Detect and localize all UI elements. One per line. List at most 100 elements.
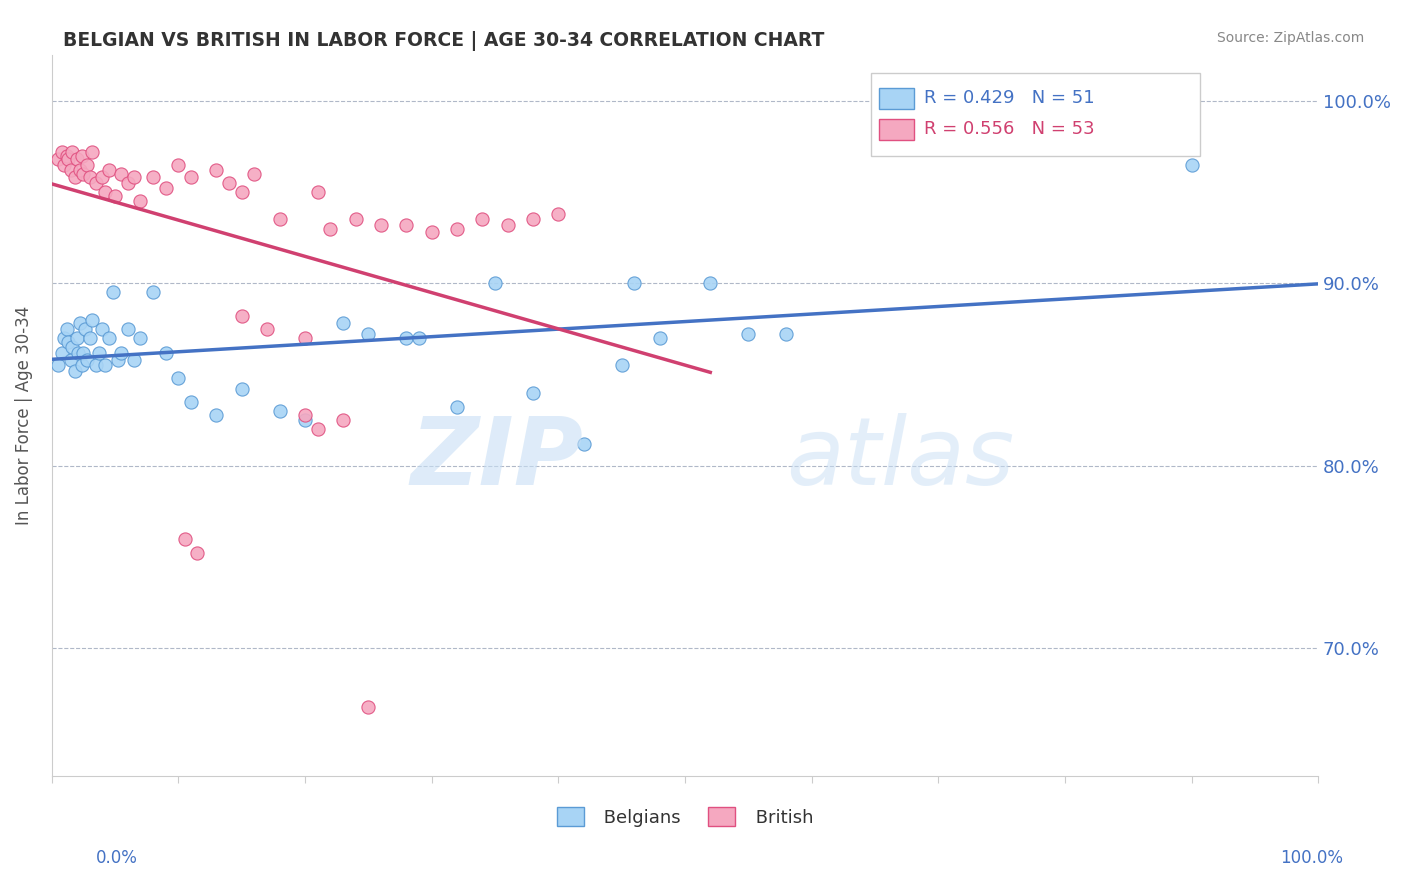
Point: [79, 170, 101, 185]
Point: [101, 285, 124, 300]
Text: ZIP: ZIP: [411, 413, 583, 505]
Point: [180, 395, 202, 409]
Text: R = 0.556   N = 53: R = 0.556 N = 53: [924, 120, 1095, 138]
Point: [357, 699, 380, 714]
Text: R = 0.429   N = 51: R = 0.429 N = 51: [924, 89, 1095, 107]
Text: 100.0%: 100.0%: [1279, 849, 1343, 867]
Point: [231, 382, 253, 396]
Point: [142, 170, 165, 185]
Point: [67, 345, 90, 359]
Point: [117, 322, 139, 336]
Point: [395, 218, 418, 232]
Point: [522, 212, 544, 227]
FancyBboxPatch shape: [872, 73, 1201, 156]
Point: [46, 152, 69, 166]
Point: [82, 145, 104, 159]
Point: [155, 181, 177, 195]
Point: [129, 331, 152, 345]
Bar: [879, 87, 914, 109]
Point: [97, 163, 120, 178]
Point: [332, 413, 354, 427]
Point: [76, 158, 98, 172]
Point: [446, 401, 468, 415]
Point: [107, 353, 129, 368]
Legend:  Belgians,  British: Belgians, British: [548, 798, 823, 836]
Point: [205, 408, 228, 422]
Point: [94, 359, 117, 373]
Point: [167, 158, 190, 172]
Point: [496, 218, 519, 232]
Point: [63, 364, 86, 378]
Point: [110, 345, 132, 359]
Point: [142, 285, 165, 300]
Point: [471, 212, 494, 227]
Point: [91, 322, 114, 336]
Point: [51, 145, 73, 159]
Point: [79, 331, 101, 345]
Point: [307, 185, 329, 199]
Text: 0.0%: 0.0%: [96, 849, 138, 867]
Point: [395, 331, 418, 345]
Point: [370, 218, 392, 232]
Point: [53, 158, 76, 172]
Point: [70, 148, 93, 162]
Point: [60, 145, 83, 159]
Y-axis label: In Labor Force | Age 30-34: In Labor Force | Age 30-34: [15, 306, 32, 525]
Point: [59, 163, 82, 178]
Point: [97, 331, 120, 345]
Point: [122, 170, 145, 185]
Point: [94, 185, 117, 199]
Point: [167, 371, 190, 385]
Point: [46, 359, 69, 373]
Point: [51, 345, 73, 359]
Text: Source: ZipAtlas.com: Source: ZipAtlas.com: [1216, 31, 1364, 45]
Point: [59, 353, 82, 368]
Point: [420, 225, 443, 239]
Point: [294, 331, 316, 345]
Point: [122, 353, 145, 368]
Point: [73, 322, 96, 336]
Point: [256, 322, 278, 336]
Point: [129, 194, 152, 209]
Point: [60, 340, 83, 354]
Point: [155, 345, 177, 359]
Point: [294, 413, 316, 427]
Point: [84, 359, 107, 373]
Point: [294, 408, 316, 422]
Point: [623, 277, 645, 291]
Point: [117, 176, 139, 190]
Point: [58, 334, 80, 349]
Point: [104, 188, 127, 202]
Point: [173, 532, 195, 546]
Point: [307, 422, 329, 436]
Point: [408, 331, 430, 345]
Point: [699, 277, 721, 291]
Text: BELGIAN VS BRITISH IN LABOR FORCE | AGE 30-34 CORRELATION CHART: BELGIAN VS BRITISH IN LABOR FORCE | AGE …: [63, 31, 825, 51]
Text: atlas: atlas: [786, 413, 1015, 504]
Point: [91, 170, 114, 185]
Point: [572, 437, 595, 451]
Point: [1180, 158, 1202, 172]
Point: [66, 152, 89, 166]
Point: [231, 309, 253, 323]
Point: [205, 163, 228, 178]
Point: [87, 345, 110, 359]
Point: [231, 185, 253, 199]
Point: [66, 331, 89, 345]
Point: [186, 546, 208, 560]
Point: [269, 404, 291, 418]
Point: [63, 170, 86, 185]
Point: [110, 167, 132, 181]
Point: [69, 317, 91, 331]
Point: [547, 207, 569, 221]
Point: [72, 167, 94, 181]
Point: [84, 176, 107, 190]
Point: [357, 327, 380, 342]
Point: [648, 331, 671, 345]
Point: [332, 317, 354, 331]
Point: [269, 212, 291, 227]
Point: [319, 221, 342, 235]
Point: [58, 152, 80, 166]
Point: [180, 170, 202, 185]
Point: [69, 163, 91, 178]
